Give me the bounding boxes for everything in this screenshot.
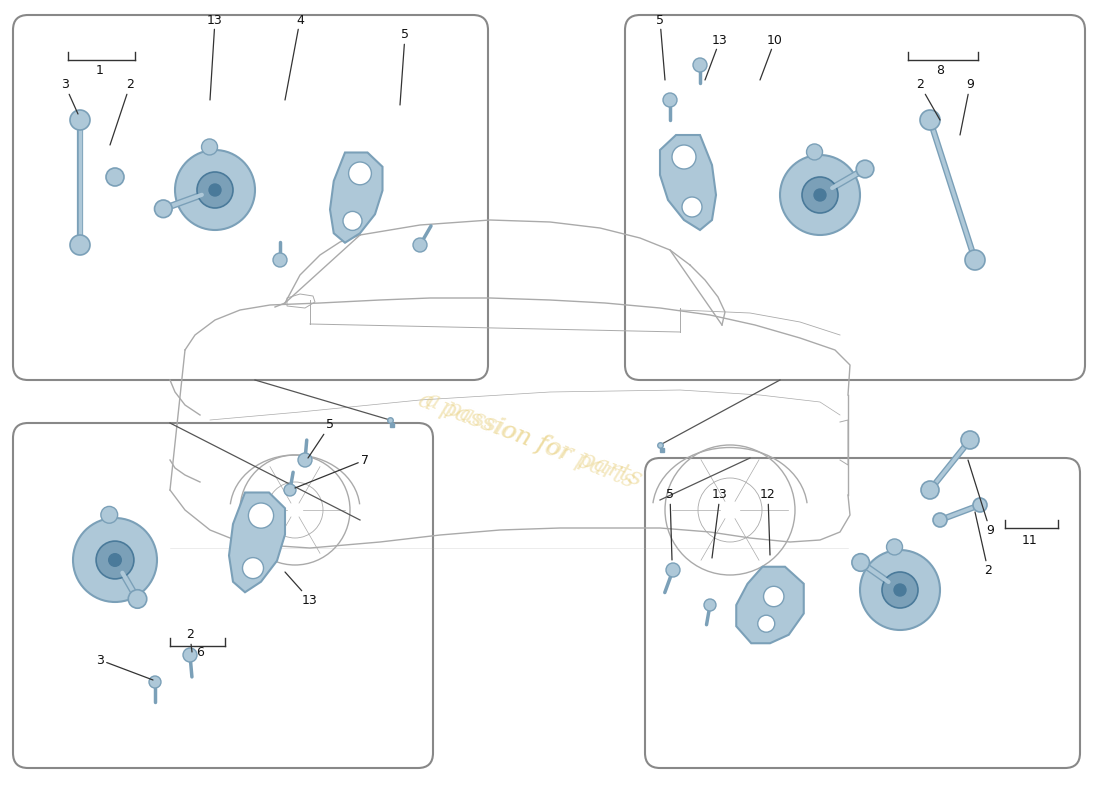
Circle shape [96, 541, 134, 579]
Text: 6: 6 [196, 646, 204, 658]
Circle shape [148, 676, 161, 688]
Circle shape [201, 139, 218, 155]
Circle shape [693, 58, 707, 72]
Circle shape [154, 200, 172, 218]
Text: 11: 11 [1022, 534, 1038, 546]
Text: 5: 5 [308, 418, 334, 458]
Text: 12: 12 [760, 489, 775, 555]
Text: 2: 2 [916, 78, 940, 120]
Circle shape [284, 484, 296, 496]
Circle shape [851, 554, 869, 571]
FancyBboxPatch shape [645, 458, 1080, 768]
Circle shape [183, 648, 197, 662]
Circle shape [672, 145, 696, 169]
Text: 13: 13 [207, 14, 223, 100]
Polygon shape [660, 135, 716, 230]
Circle shape [70, 235, 90, 255]
Circle shape [209, 184, 221, 196]
Circle shape [965, 250, 985, 270]
Text: 3: 3 [96, 654, 153, 680]
Text: a passion for parts: a passion for parts [422, 387, 638, 493]
Text: 13: 13 [705, 34, 728, 80]
Circle shape [814, 189, 826, 201]
Circle shape [780, 155, 860, 235]
Circle shape [887, 539, 902, 555]
Circle shape [101, 506, 118, 523]
FancyBboxPatch shape [625, 15, 1085, 380]
Text: 10: 10 [760, 34, 783, 80]
Text: 8: 8 [936, 63, 944, 77]
Text: 2: 2 [110, 78, 134, 145]
Polygon shape [229, 493, 285, 592]
Circle shape [298, 453, 312, 467]
Circle shape [129, 590, 146, 608]
Text: 1: 1 [96, 63, 103, 77]
Circle shape [349, 162, 372, 185]
Text: 9: 9 [960, 78, 974, 135]
Circle shape [249, 503, 274, 528]
Circle shape [894, 584, 906, 596]
Circle shape [106, 168, 124, 186]
Circle shape [763, 586, 784, 606]
Circle shape [933, 513, 947, 527]
Circle shape [663, 93, 676, 107]
Text: 5: 5 [656, 14, 666, 80]
Circle shape [70, 110, 90, 130]
Circle shape [860, 550, 940, 630]
Text: 5: 5 [400, 29, 409, 105]
Circle shape [758, 615, 774, 632]
Polygon shape [736, 566, 804, 643]
Circle shape [856, 160, 873, 178]
Circle shape [273, 253, 287, 267]
Circle shape [806, 144, 823, 160]
Circle shape [109, 554, 121, 566]
Circle shape [682, 197, 702, 217]
Circle shape [666, 563, 680, 577]
FancyBboxPatch shape [13, 423, 433, 768]
Circle shape [197, 172, 233, 208]
Text: 7: 7 [295, 454, 368, 488]
FancyBboxPatch shape [13, 15, 488, 380]
Text: 5: 5 [666, 489, 674, 560]
Circle shape [920, 110, 940, 130]
Circle shape [802, 177, 838, 213]
Text: 3: 3 [62, 78, 78, 114]
Text: 4: 4 [285, 14, 304, 100]
Text: a passion for parts: a passion for parts [415, 389, 645, 491]
Polygon shape [330, 153, 383, 242]
Circle shape [974, 498, 987, 512]
Circle shape [882, 572, 918, 608]
Circle shape [704, 599, 716, 611]
Text: 2: 2 [186, 629, 194, 652]
Circle shape [73, 518, 157, 602]
Circle shape [242, 558, 264, 578]
Circle shape [412, 238, 427, 252]
Circle shape [921, 481, 939, 499]
Circle shape [343, 211, 362, 230]
Text: 13: 13 [285, 572, 318, 606]
Text: 9: 9 [968, 460, 994, 537]
Text: 2: 2 [975, 512, 992, 577]
Text: 13: 13 [712, 489, 728, 558]
Circle shape [961, 431, 979, 449]
Circle shape [175, 150, 255, 230]
